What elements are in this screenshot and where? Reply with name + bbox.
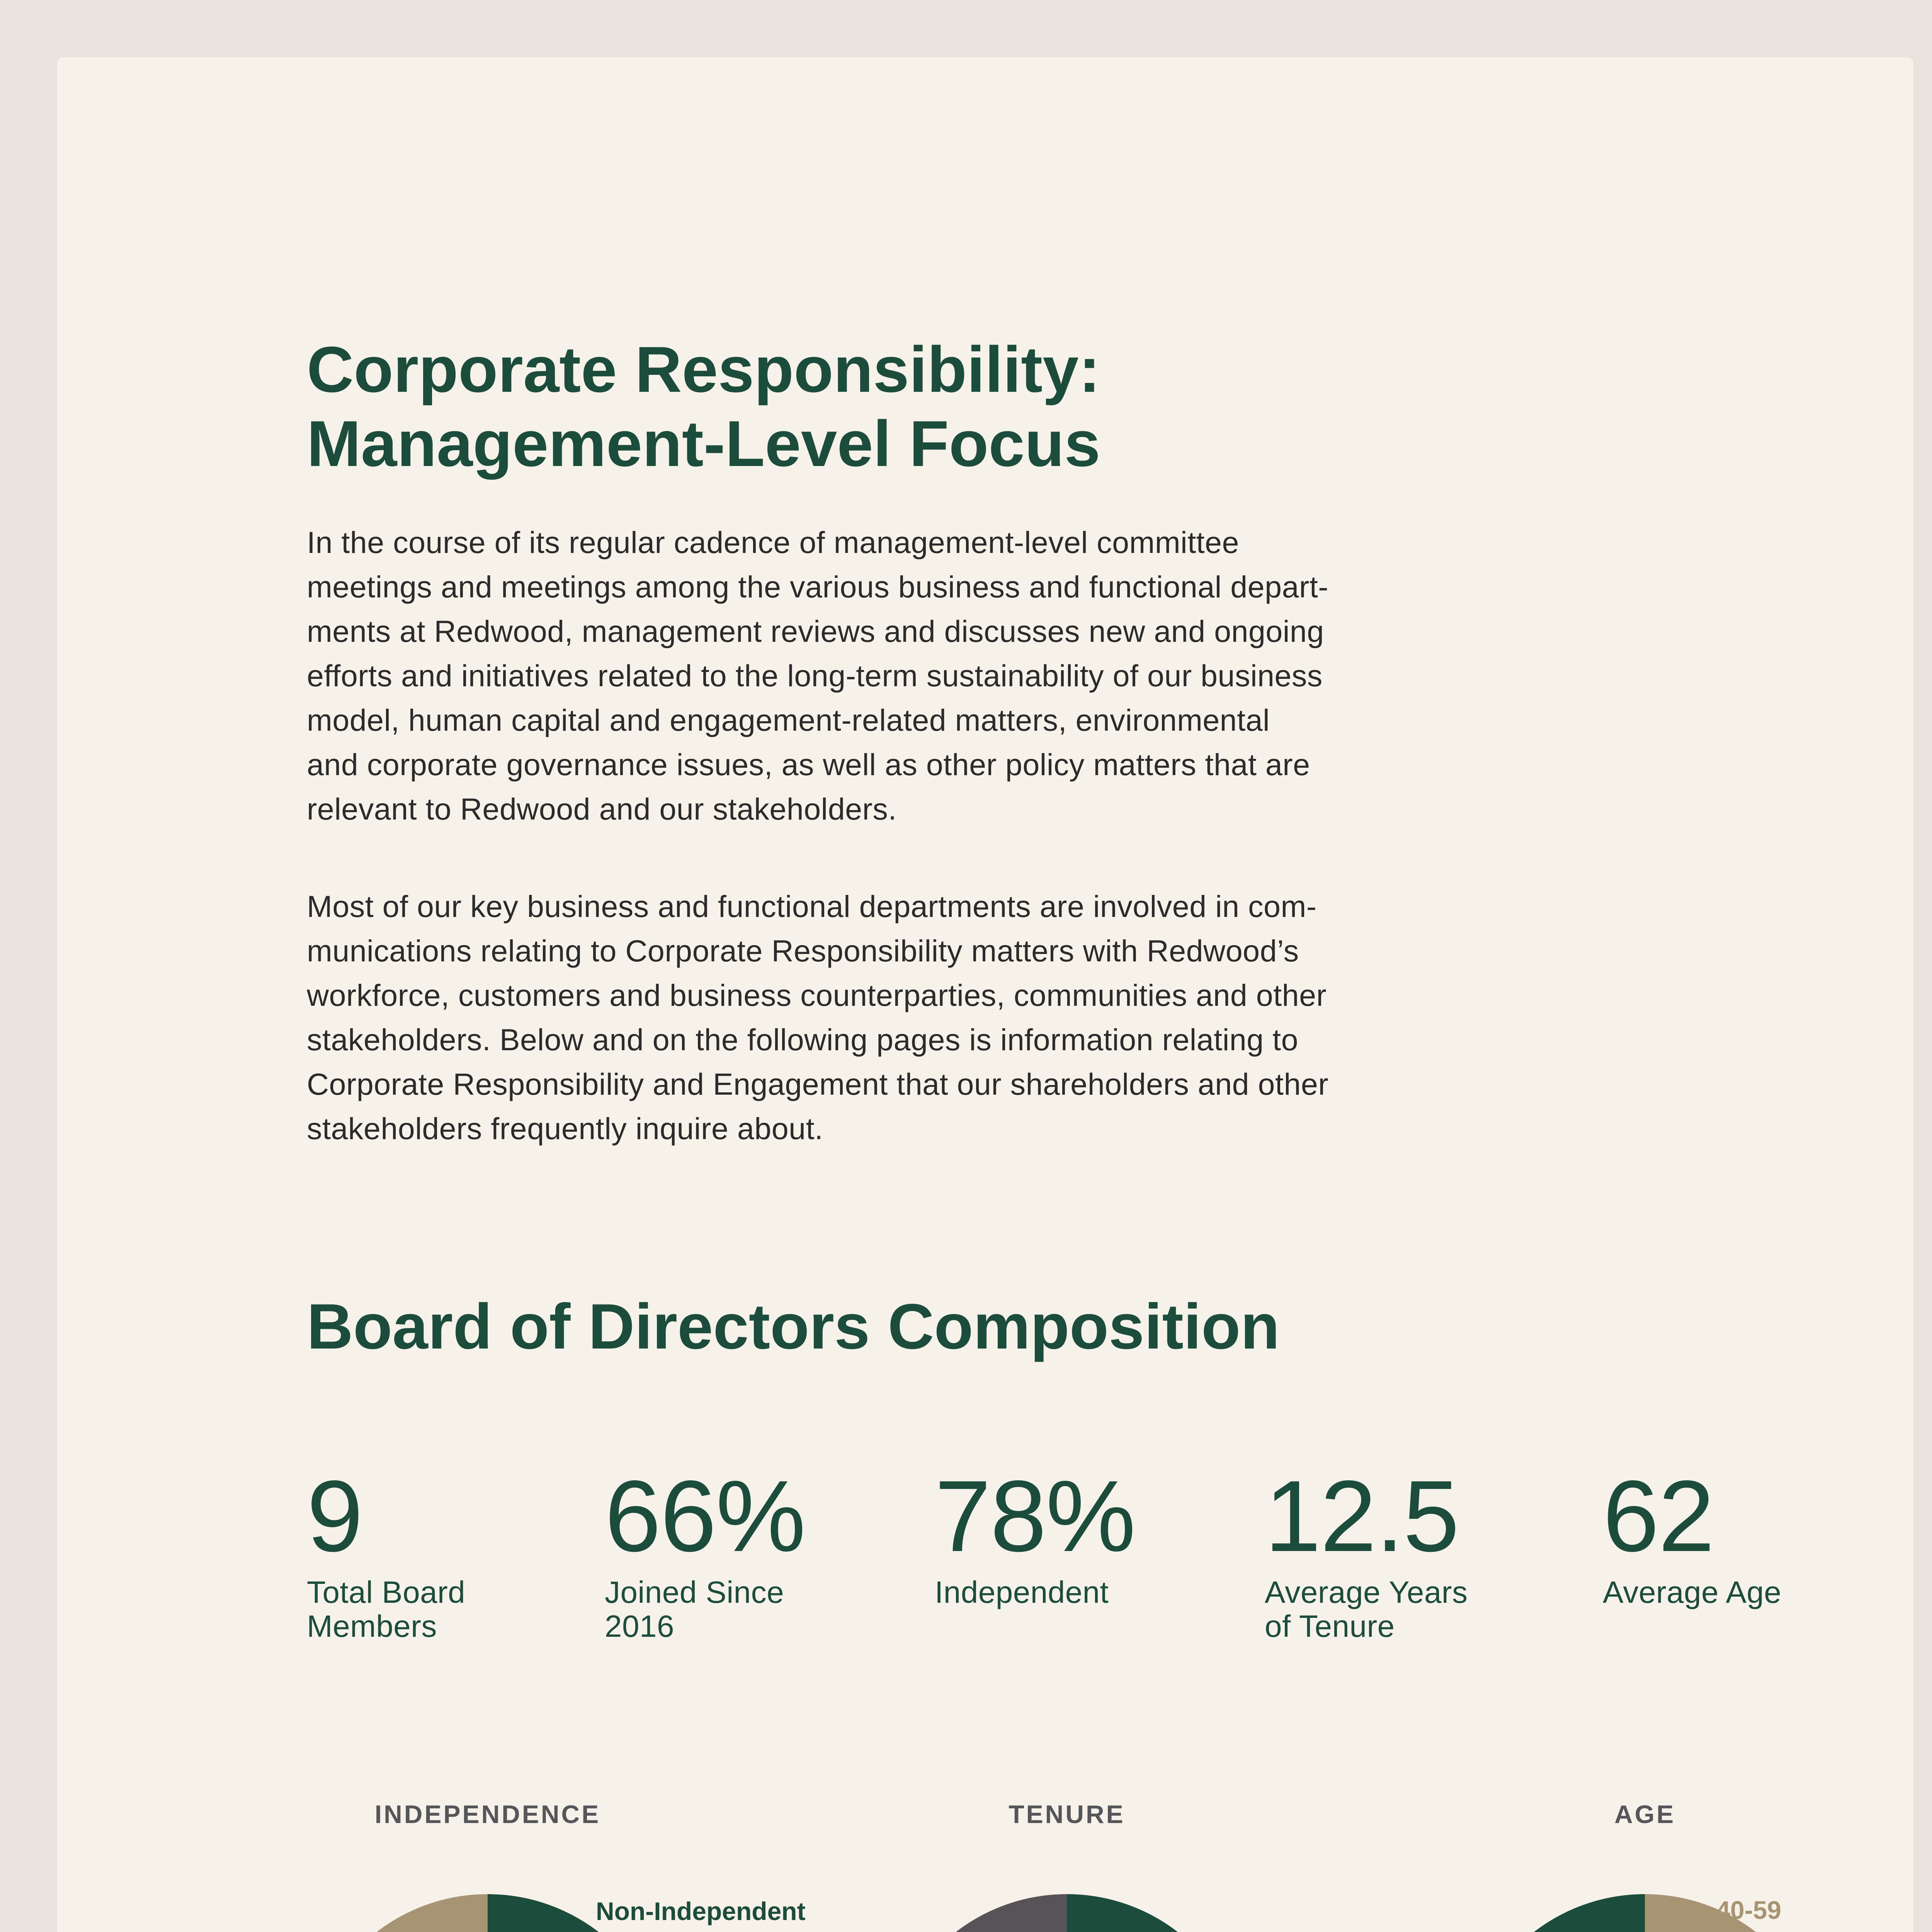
stat-label-line: 2016 <box>605 1609 674 1643</box>
stat-label-line: Independent <box>935 1575 1109 1609</box>
section-heading: Board of Directors Composition <box>307 1291 1280 1362</box>
paragraph-line: ments at Redwood, management reviews and… <box>307 614 1324 648</box>
stat-label: Average Years of Tenure <box>1265 1575 1504 1643</box>
stat-label-line: Average Years <box>1265 1575 1468 1609</box>
stat-label-line: Members <box>307 1609 437 1643</box>
stat-value: 12.5 <box>1265 1459 1459 1573</box>
paragraph-line: model, human capital and engagement-rela… <box>307 703 1270 737</box>
page-title-line: Management-Level Focus <box>307 407 1100 480</box>
donut-name-label: 40-59 Years Old <box>1663 1892 1781 1932</box>
paragraph-line: stakeholders frequently inquire about. <box>307 1111 823 1146</box>
stat-value: 78% <box>935 1459 1136 1573</box>
paragraph-line: and corporate governance issues, as well… <box>307 747 1310 782</box>
stat-label-line: Total Board <box>307 1575 466 1609</box>
stat-value: 66% <box>605 1459 806 1573</box>
stat-value: 62 <box>1603 1459 1714 1573</box>
paragraph-line: Most of our key business and functional … <box>307 889 1317 923</box>
chart-title-independence: INDEPENDENCE <box>374 1800 601 1828</box>
stat-label: Joined Since 2016 <box>605 1575 844 1643</box>
donut-name-label-line: Non-Independent <box>596 1897 806 1925</box>
stat-value: 9 <box>307 1459 363 1573</box>
donut-chart-tenure <box>885 1894 1248 1932</box>
paragraph-line: workforce, customers and business counte… <box>307 978 1327 1012</box>
stat-item: 66% Joined Since 2016 <box>605 1466 844 1643</box>
stat-label-line: of Tenure <box>1265 1609 1395 1643</box>
paragraph-line: Corporate Responsibility and Engagement … <box>307 1067 1329 1101</box>
chart-title-age: AGE <box>1614 1800 1676 1828</box>
stat-label-line: Average Age <box>1603 1575 1782 1609</box>
stat-item: 9 Total Board Members <box>307 1466 546 1643</box>
paragraph-line: stakeholders. Below and on the following… <box>307 1022 1299 1057</box>
page-title-line: Corporate Responsibility: <box>307 333 1100 406</box>
stat-item: 78% Independent <box>935 1466 1174 1609</box>
page-title: Corporate Responsibility: Management-Leve… <box>307 332 1100 481</box>
paragraph-line: efforts and initiatives related to the l… <box>307 658 1323 693</box>
paragraph-line: meetings and meetings among the various … <box>307 570 1329 604</box>
intro-paragraph-1: In the course of its regular cadence of … <box>307 520 1621 831</box>
paragraph-line: munications relating to Corporate Respon… <box>307 934 1299 968</box>
stat-item: 62 Average Age <box>1603 1466 1842 1609</box>
stat-item: 12.5 Average Years of Tenure <box>1265 1466 1504 1643</box>
stat-label-line: Joined Since <box>605 1575 784 1609</box>
donut-name-label: Non-Independent <box>596 1893 806 1929</box>
donut-name-label-line: 40-59 <box>1716 1896 1781 1924</box>
stat-label: Independent <box>935 1575 1174 1609</box>
donut-name-label-line: Years Old <box>1663 1928 1781 1932</box>
paragraph-line: relevant to Redwood and our stakeholders… <box>307 792 897 826</box>
content-panel: Corporate Responsibility: Management-Leve… <box>57 57 1913 1932</box>
paragraph-line: In the course of its regular cadence of … <box>307 525 1239 560</box>
chart-title-tenure: TENURE <box>1009 1800 1125 1828</box>
intro-paragraph-2: Most of our key business and functional … <box>307 884 1621 1151</box>
stat-label: Total Board Members <box>307 1575 546 1643</box>
stat-label: Average Age <box>1603 1575 1842 1609</box>
